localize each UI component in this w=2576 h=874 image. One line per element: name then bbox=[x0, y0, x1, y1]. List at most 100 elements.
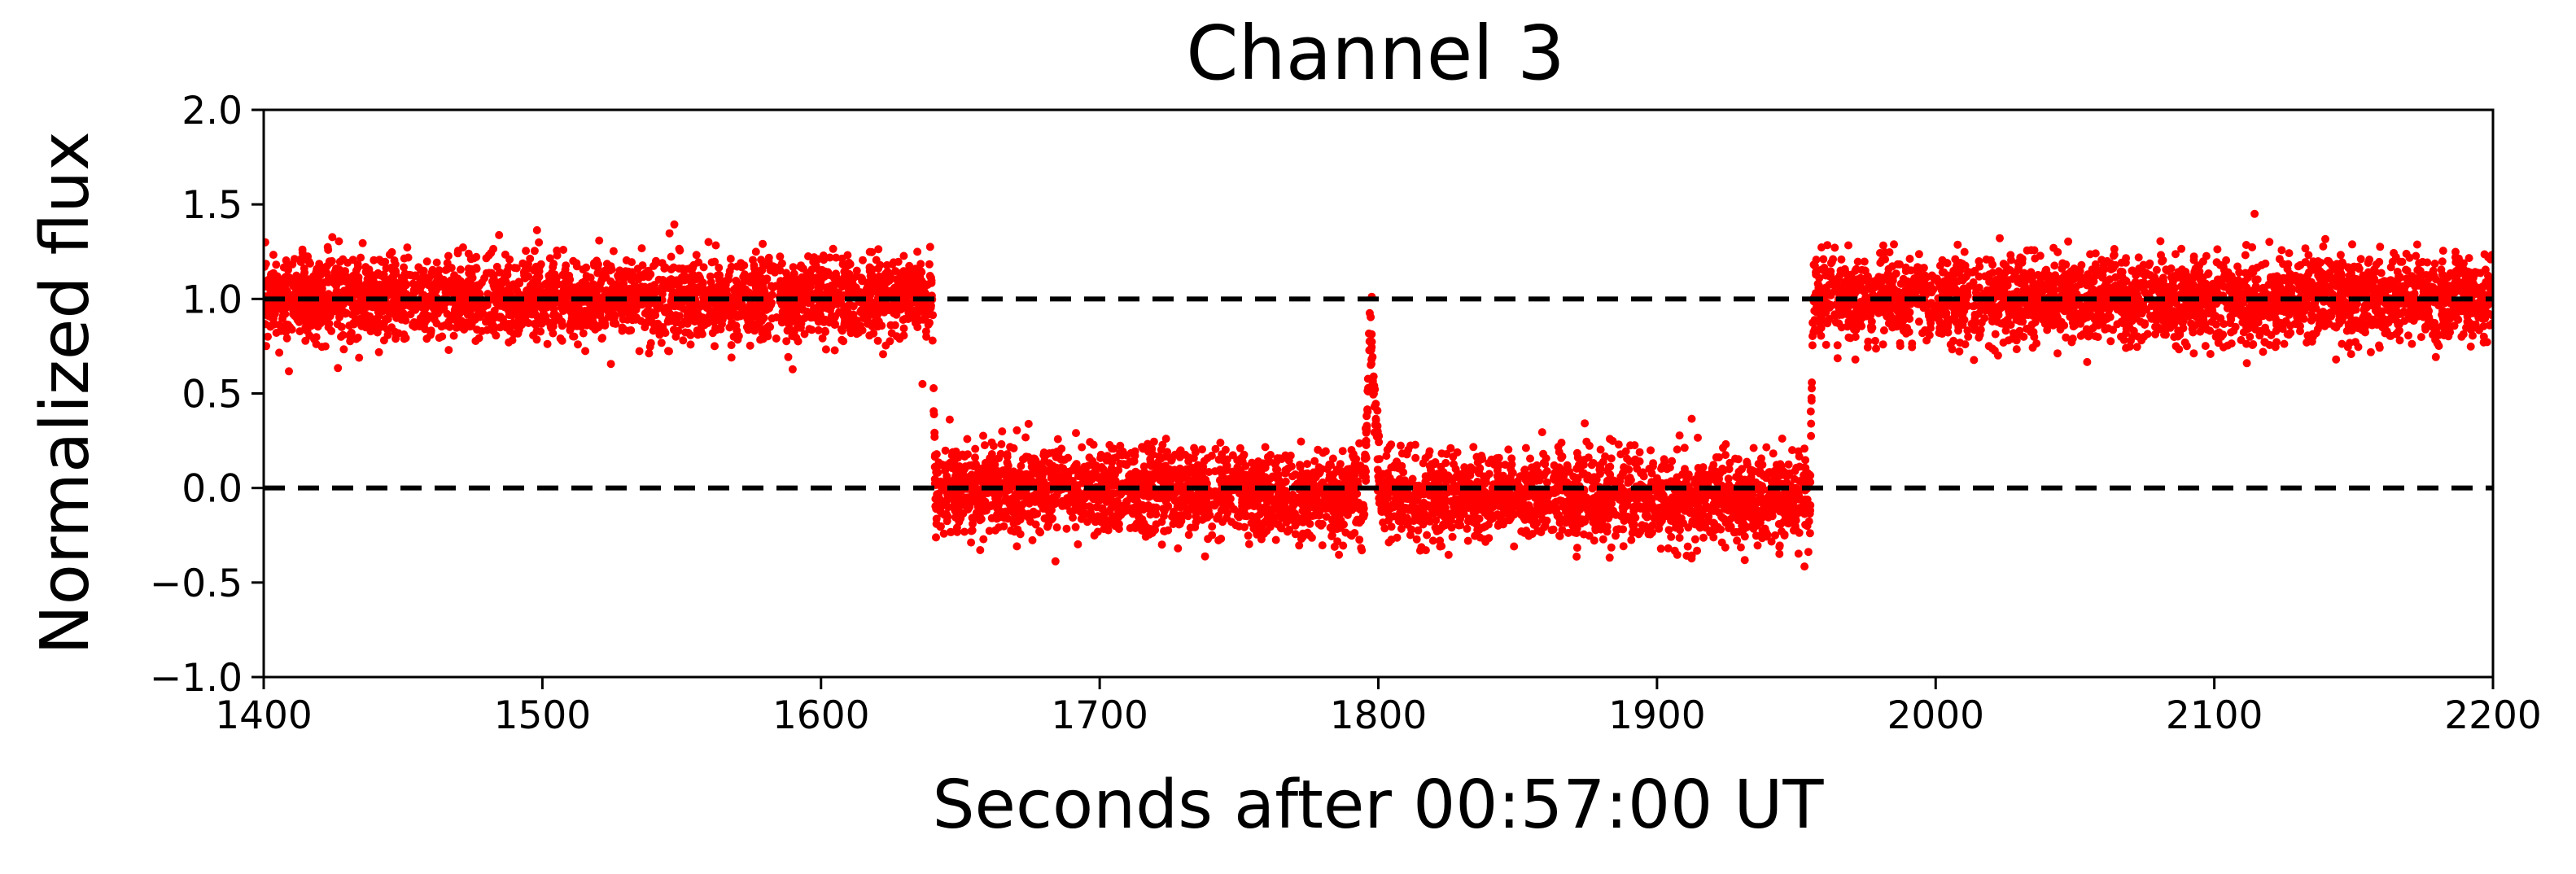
data-point bbox=[2189, 349, 2198, 358]
data-point bbox=[1382, 452, 1391, 461]
data-point bbox=[963, 435, 972, 444]
data-point bbox=[1831, 318, 1840, 327]
data-point bbox=[759, 239, 768, 248]
data-point bbox=[2091, 260, 2100, 269]
data-point bbox=[699, 263, 708, 272]
data-point bbox=[456, 265, 465, 274]
data-point bbox=[1863, 343, 1872, 352]
data-point bbox=[1800, 562, 1809, 571]
data-point bbox=[941, 446, 950, 455]
data-point bbox=[546, 322, 555, 331]
data-point bbox=[2403, 266, 2412, 275]
data-point bbox=[980, 441, 989, 450]
data-point bbox=[1260, 529, 1269, 538]
data-point bbox=[1295, 541, 1304, 550]
data-point bbox=[2106, 337, 2115, 346]
data-point bbox=[582, 263, 591, 272]
data-point bbox=[1918, 329, 1927, 338]
data-point bbox=[971, 453, 979, 462]
data-point bbox=[1772, 461, 1781, 470]
data-point bbox=[1642, 524, 1651, 533]
data-point bbox=[2265, 238, 2274, 247]
data-point bbox=[1175, 520, 1184, 528]
data-point bbox=[1806, 407, 1815, 416]
data-point bbox=[435, 334, 444, 343]
data-point bbox=[2206, 350, 2215, 358]
data-point bbox=[1161, 435, 1170, 444]
data-point bbox=[321, 342, 330, 351]
data-point bbox=[2429, 266, 2438, 275]
data-point bbox=[1581, 419, 1590, 428]
data-point bbox=[2241, 251, 2250, 260]
data-point bbox=[2375, 257, 2384, 266]
data-point bbox=[665, 229, 674, 238]
data-point bbox=[1539, 449, 1548, 458]
data-point bbox=[505, 255, 514, 264]
data-point bbox=[1635, 448, 1644, 457]
data-point bbox=[1205, 468, 1214, 476]
data-point bbox=[1684, 523, 1693, 532]
data-point bbox=[947, 527, 956, 536]
data-point bbox=[1833, 341, 1842, 350]
data-point bbox=[1012, 542, 1021, 551]
data-point bbox=[1970, 266, 1979, 275]
data-point bbox=[1687, 414, 1696, 423]
data-point bbox=[1003, 458, 1012, 467]
data-point bbox=[1623, 512, 1632, 521]
data-point bbox=[1096, 450, 1105, 459]
data-point bbox=[2451, 247, 2460, 256]
data-point bbox=[432, 258, 441, 267]
data-point bbox=[1521, 444, 1530, 452]
data-point bbox=[874, 245, 883, 254]
data-point bbox=[295, 327, 304, 336]
data-point bbox=[1021, 433, 1030, 442]
data-point bbox=[381, 257, 390, 266]
data-point bbox=[1690, 535, 1699, 544]
data-point bbox=[1805, 509, 1814, 518]
data-point bbox=[572, 259, 581, 268]
data-point bbox=[798, 264, 807, 273]
data-point bbox=[1840, 277, 1849, 286]
data-point bbox=[929, 384, 938, 392]
data-point bbox=[979, 535, 988, 544]
data-point bbox=[1244, 540, 1253, 548]
data-point bbox=[830, 346, 839, 355]
data-point bbox=[1447, 523, 1456, 532]
data-point bbox=[282, 334, 291, 343]
data-point bbox=[2177, 244, 2186, 253]
data-point bbox=[925, 260, 934, 269]
data-point bbox=[2457, 332, 2466, 341]
data-point bbox=[2226, 319, 2234, 327]
data-point bbox=[1893, 260, 1902, 269]
data-point bbox=[1184, 457, 1193, 465]
data-point bbox=[385, 275, 394, 284]
data-point bbox=[692, 251, 701, 260]
data-point bbox=[1808, 341, 1817, 350]
data-point bbox=[2083, 357, 2092, 366]
data-point bbox=[2424, 275, 2433, 284]
data-point bbox=[1510, 542, 1519, 551]
data-point bbox=[979, 431, 987, 440]
data-point bbox=[374, 347, 383, 356]
data-point bbox=[1089, 440, 1098, 449]
data-point bbox=[1387, 522, 1396, 531]
data-point bbox=[2319, 242, 2328, 251]
data-point bbox=[1614, 440, 1623, 449]
data-point bbox=[1555, 531, 1564, 540]
data-point bbox=[1448, 532, 1457, 541]
data-point bbox=[873, 336, 882, 345]
data-point bbox=[1322, 513, 1331, 521]
data-point bbox=[2062, 333, 2071, 342]
data-point bbox=[495, 230, 504, 239]
data-point bbox=[953, 527, 962, 536]
data-point bbox=[1753, 541, 1762, 550]
data-point bbox=[1303, 460, 1312, 469]
data-point bbox=[929, 410, 938, 419]
plot-area bbox=[262, 108, 2495, 679]
data-point bbox=[1827, 257, 1836, 266]
data-point bbox=[1733, 536, 1742, 545]
data-point bbox=[2235, 268, 2244, 277]
data-point bbox=[2049, 243, 2058, 252]
data-point bbox=[2088, 324, 2097, 333]
